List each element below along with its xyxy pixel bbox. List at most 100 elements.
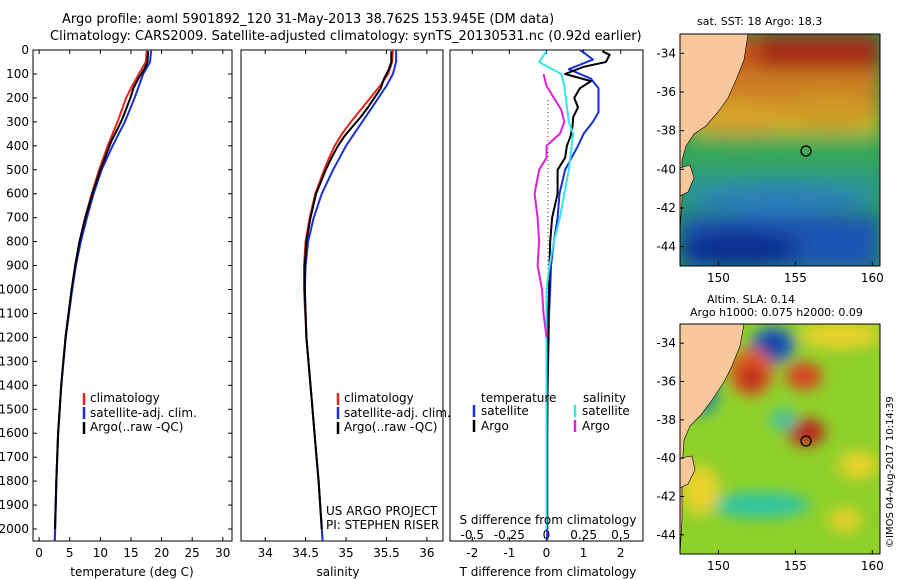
x-tick-label: 34 (258, 546, 273, 560)
sst-map-title: sat. SST: 18 Argo: 18.3 (697, 15, 822, 28)
map-x-tick-label: 160 (861, 271, 884, 285)
map-y-tick-label: -38 (656, 413, 676, 427)
figure-title-line2: Climatology: CARS2009. Satellite-adjuste… (50, 29, 642, 44)
y-tick-label: 1400 (0, 378, 29, 392)
sla-map-title1: Altim. SLA: 0.14 (707, 293, 795, 306)
map-y-tick-label: -42 (656, 201, 676, 215)
salinity-series-2 (303, 51, 393, 530)
legend-satellite-adj: satellite-adj. clim. (90, 406, 197, 420)
difference-series-2 (538, 50, 575, 529)
sst-tasmania (680, 164, 695, 197)
x-tick-label: 30 (215, 546, 230, 560)
figure-title-line1: Argo profile: aoml 5901892_120 31-May-20… (62, 12, 555, 27)
s-tick-label: 0.25 (570, 528, 597, 542)
map-x-tick-label: 155 (784, 271, 807, 285)
legend-s-argo: Argo (582, 419, 610, 433)
map-x-tick-label: 150 (707, 271, 730, 285)
x-tick-label: 5 (66, 546, 74, 560)
salinity-xlabel: salinity (316, 565, 359, 579)
sla-float-marker (800, 435, 812, 447)
sla-land (680, 324, 745, 554)
sst-float-marker (800, 145, 812, 157)
y-tick-label: 1600 (0, 426, 29, 440)
legend-temperature-header: temperature (481, 391, 556, 405)
project-label: US ARGO PROJECT (326, 504, 438, 518)
s-tick-label: -0.25 (494, 528, 525, 542)
difference-legend: temperature salinity satellite Argo sate… (472, 391, 630, 433)
y-tick-label: 300 (6, 115, 29, 129)
legend-climatology-sal: climatology (344, 391, 414, 405)
difference-series-3 (533, 73, 566, 338)
legend-salinity-header: salinity (583, 391, 626, 405)
y-tick-label: 600 (6, 187, 29, 201)
map-y-tick-label: -42 (656, 490, 676, 504)
legend-s-satellite: satellite (582, 404, 630, 418)
temperature-panel: 0100200300400500600700800900100011001200… (0, 43, 233, 579)
y-tick-label: 500 (6, 163, 29, 177)
map-y-tick-label: -34 (656, 336, 676, 350)
y-tick-label: 1900 (0, 498, 29, 512)
map-x-tick-label: 150 (707, 559, 730, 573)
y-tick-label: 700 (6, 211, 29, 225)
legend-climatology: climatology (90, 391, 160, 405)
y-tick-label: 2000 (0, 522, 29, 536)
y-tick-label: 1500 (0, 402, 29, 416)
y-tick-label: 800 (6, 235, 29, 249)
sla-map: Altim. SLA: 0.14 Argo h1000: 0.075 h2000… (656, 293, 896, 573)
y-tick-label: 1000 (0, 283, 29, 297)
legend-argo: Argo(..raw -QC) (90, 420, 183, 434)
pi-label: PI: STEPHEN RISER (326, 518, 439, 532)
difference-panel: -2 -1 0 1 2-0.5 -0.25 0 0.25 0.5 S difference fr… (449, 49, 644, 579)
x-tick-label: 35.5 (373, 546, 400, 560)
map-y-tick-label: -38 (656, 124, 676, 138)
x-tick-label: 36 (419, 546, 434, 560)
s-diff-label: S difference from climatology (460, 513, 637, 527)
legend-t-argo: Argo (481, 419, 509, 433)
x-tick-label: 15 (123, 546, 138, 560)
x-tick-label: 10 (93, 546, 108, 560)
s-tick-label: 0.5 (611, 528, 630, 542)
t-diff-xlabel: T difference from climatology (459, 565, 637, 579)
y-tick-label: 100 (6, 67, 29, 81)
sla-map-title2: Argo h1000: 0.075 h2000: 0.09 (690, 306, 863, 319)
sst-map: sat. SST: 18 Argo: 18.3 150 155 160 -34 -36 -… (656, 15, 883, 285)
sla-tasmania (680, 455, 696, 489)
map-y-tick-label: -40 (656, 451, 676, 465)
x-tick-label: 34.5 (292, 546, 319, 560)
y-tick-label: 1300 (0, 354, 29, 368)
y-tick-label: 900 (6, 259, 29, 273)
map-y-tick-label: -40 (656, 162, 676, 176)
temperature-series-2 (54, 51, 150, 530)
salinity-panel: 34 34.5 35 35.5 36 salinity climatology sate… (240, 49, 451, 579)
x-tick-label: 0 (35, 546, 43, 560)
x-tick-label: 1 (580, 546, 588, 560)
map-y-tick-label: -44 (656, 240, 676, 254)
temperature-legend: climatology satellite-adj. clim. Argo(..… (82, 391, 197, 434)
temperature-xlabel: temperature (deg C) (70, 565, 193, 579)
salinity-legend: climatology satellite-adj. clim. Argo(..… (336, 391, 451, 434)
y-tick-label: 200 (6, 91, 29, 105)
y-tick-label: 0 (21, 43, 29, 57)
legend-satellite-adj-sal: satellite-adj. clim. (344, 406, 451, 420)
map-y-tick-label: -44 (656, 528, 676, 542)
y-tick-label: 1800 (0, 474, 29, 488)
x-tick-label: 25 (185, 546, 200, 560)
y-tick-label: 1700 (0, 450, 29, 464)
y-tick-label: 400 (6, 139, 29, 153)
map-y-tick-label: -36 (656, 375, 676, 389)
x-tick-label: 2 (617, 546, 625, 560)
map-x-tick-label: 160 (861, 559, 884, 573)
map-y-tick-label: -34 (656, 46, 676, 60)
x-tick-label: 35 (338, 546, 353, 560)
s-tick-label: -0.5 (461, 528, 484, 542)
y-tick-label: 1200 (0, 330, 29, 344)
x-tick-label: -2 (466, 546, 478, 560)
map-x-tick-label: 155 (784, 559, 807, 573)
difference-series-1 (546, 50, 611, 529)
legend-t-satellite: satellite (481, 404, 529, 418)
map-y-tick-label: -36 (656, 85, 676, 99)
x-tick-label: -1 (503, 546, 515, 560)
copyright-label: ©IMOS 04-Aug-2017 10:14:39 (885, 396, 896, 548)
y-tick-label: 1100 (0, 306, 29, 320)
